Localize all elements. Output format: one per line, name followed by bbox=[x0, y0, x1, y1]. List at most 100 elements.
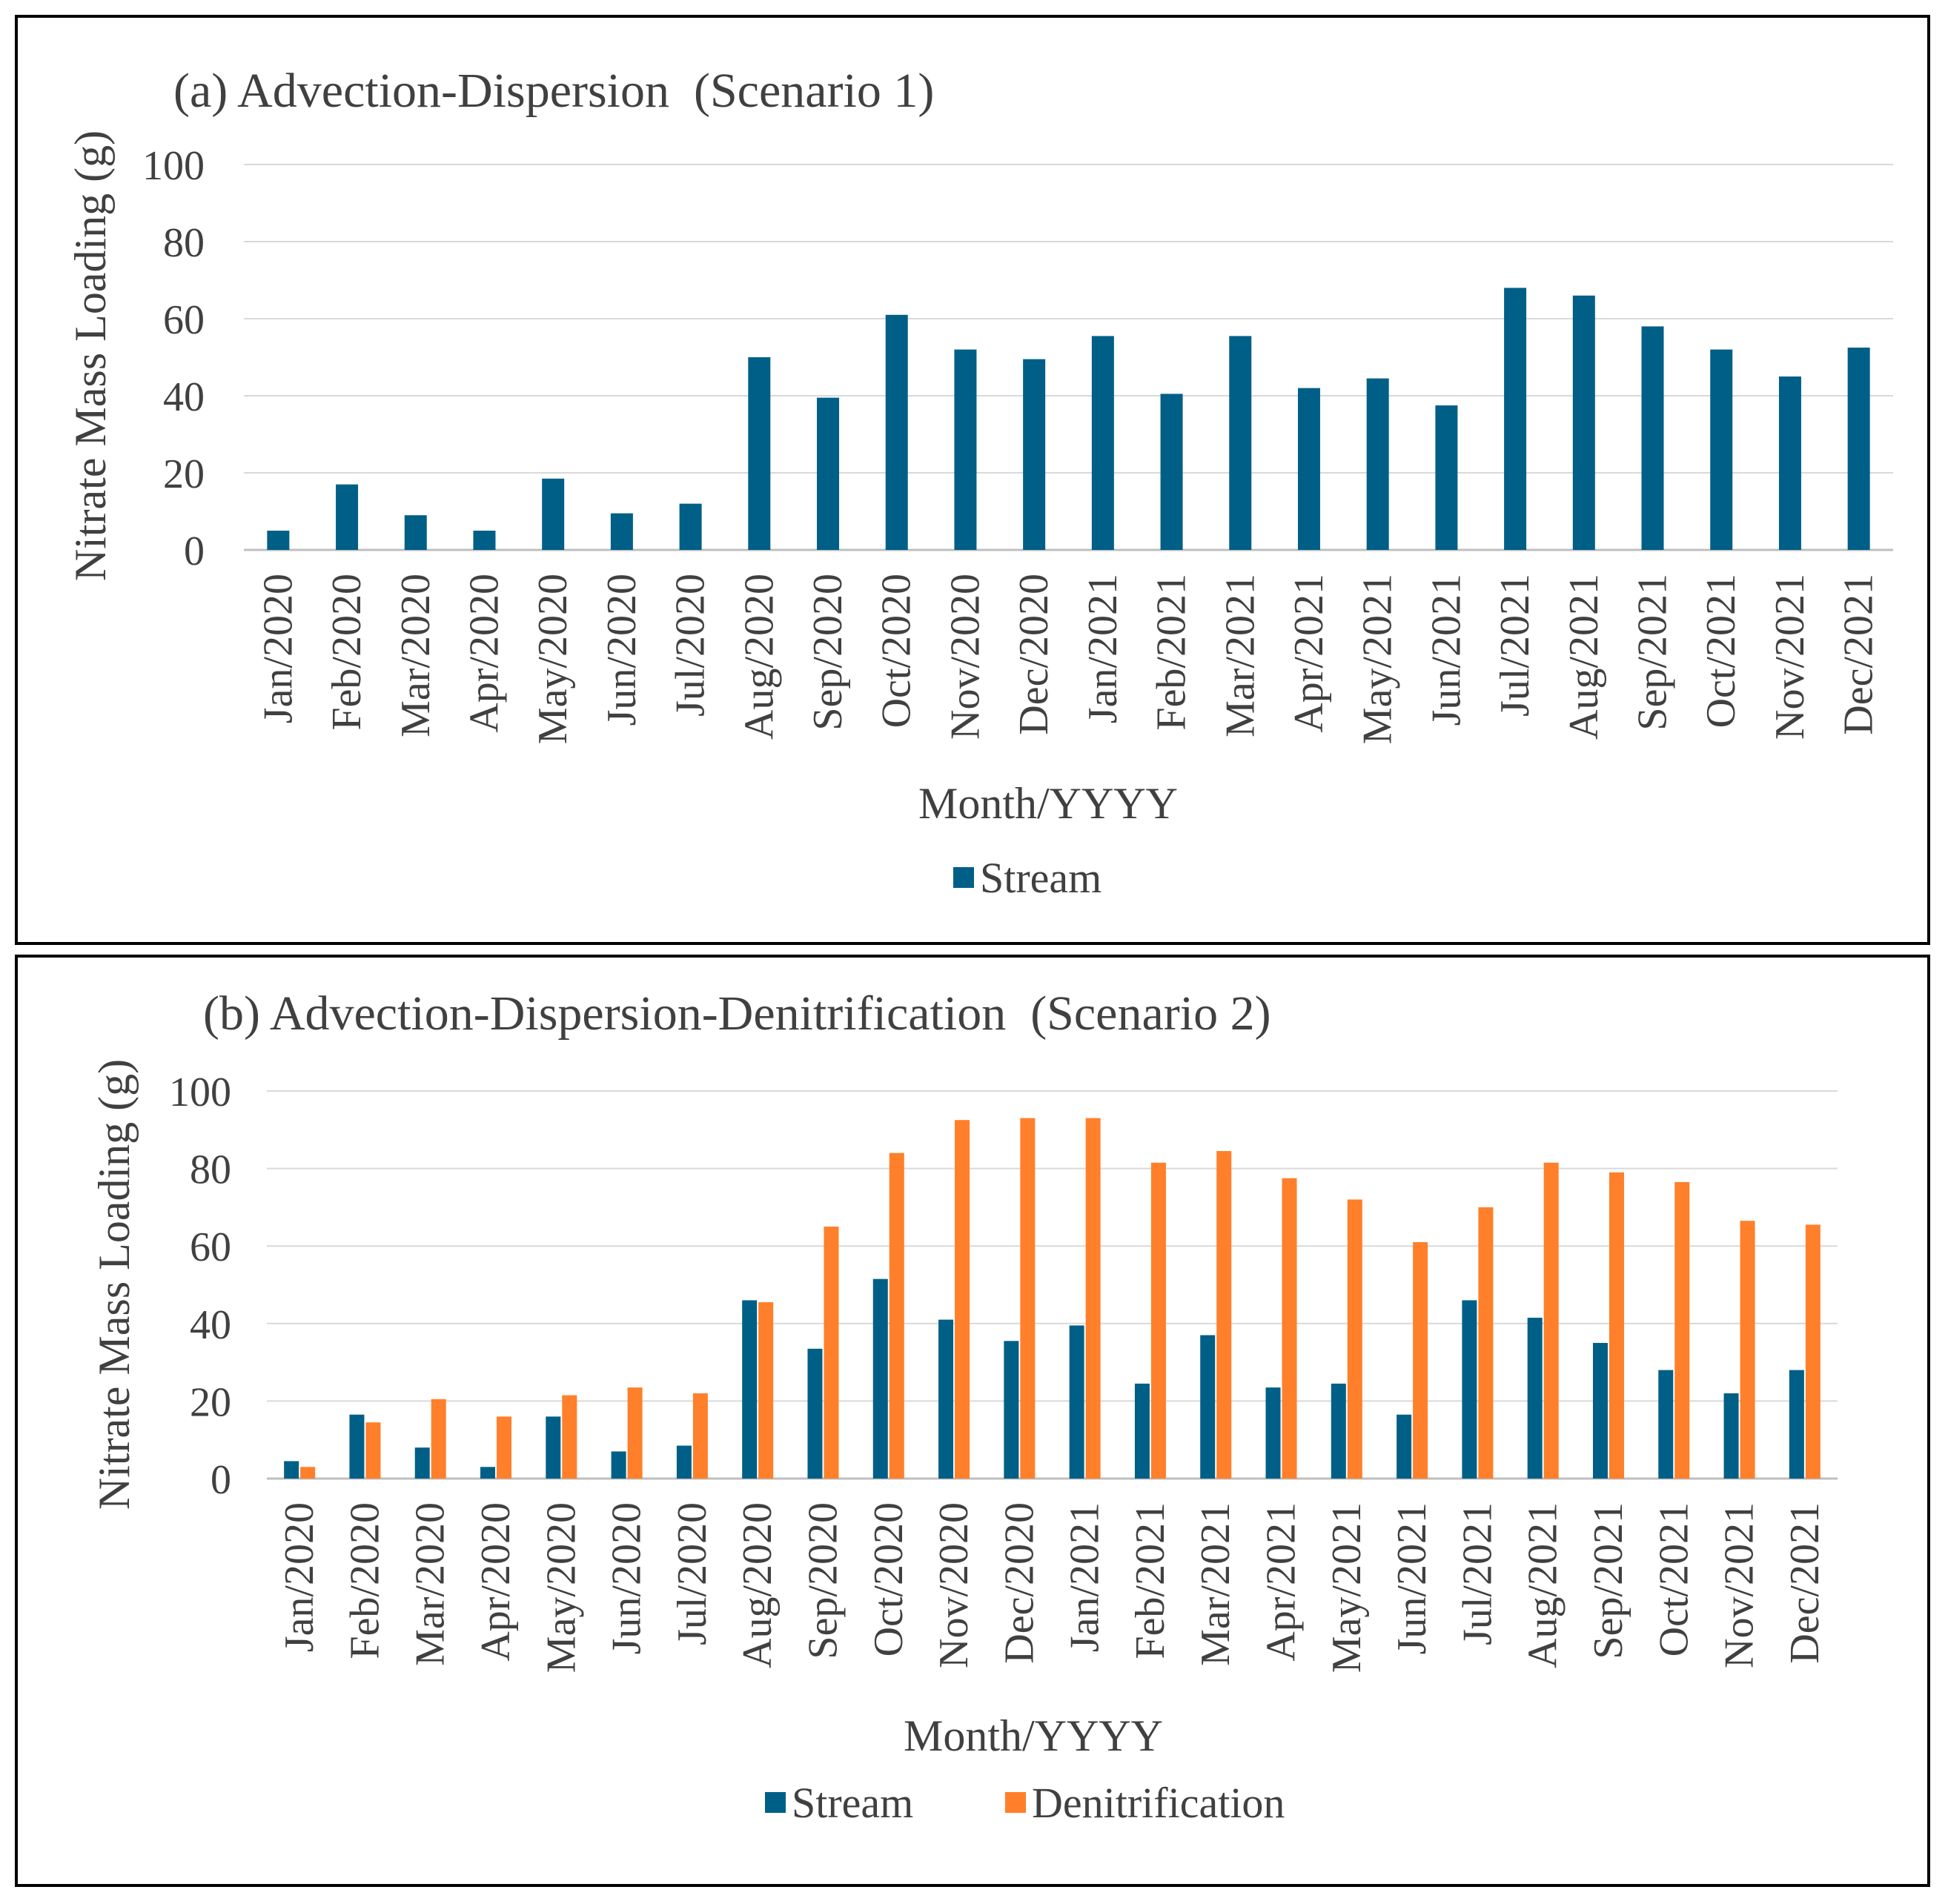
chart-b-bar-stream bbox=[284, 1461, 299, 1479]
chart-b-x-tick-label: Jun/2021 bbox=[1389, 1502, 1435, 1654]
chart-a-bar-stream bbox=[1847, 348, 1870, 550]
chart-b-y-tick-label: 20 bbox=[190, 1379, 231, 1425]
chart-b-bar-stream bbox=[1723, 1393, 1739, 1479]
chart-a-bar-stream bbox=[885, 314, 908, 550]
chart-a-x-tick-label: Oct/2020 bbox=[874, 574, 920, 728]
chart-b-bar-denitrification bbox=[431, 1399, 446, 1479]
chart-b-bar-denitrification bbox=[300, 1467, 316, 1479]
chart-a-bar-stream bbox=[1572, 295, 1595, 550]
chart-b-bar-stream bbox=[676, 1445, 692, 1479]
chart-b-svg: (b) Advection-Dispersion-Denitrification… bbox=[90, 986, 1838, 1827]
chart-b-x-tick-label: May/2020 bbox=[538, 1502, 584, 1673]
chart-b-bar-denitrification bbox=[1216, 1151, 1232, 1479]
chart-b-x-tick-label: Jul/2020 bbox=[669, 1502, 715, 1645]
chart-a-bar-stream bbox=[954, 349, 977, 550]
chart-a-bars bbox=[267, 288, 1870, 550]
chart-a-bar-stream bbox=[1297, 388, 1320, 550]
chart-a-x-tick-label: Jun/2021 bbox=[1423, 574, 1469, 726]
chart-a-bar-stream bbox=[817, 397, 840, 550]
chart-b-x-tick-label: May/2021 bbox=[1324, 1502, 1370, 1673]
chart-b-legend-swatch bbox=[1005, 1792, 1026, 1813]
chart-b-bar-denitrification bbox=[1740, 1221, 1755, 1479]
chart-a-x-tick-label: Dec/2021 bbox=[1836, 574, 1882, 735]
chart-b-bar-stream bbox=[1462, 1300, 1477, 1479]
chart-b-bar-denitrification bbox=[824, 1227, 839, 1479]
chart-a-y-tick-label: 20 bbox=[163, 451, 205, 497]
chart-panel-a: (a) Advection-Dispersion (Scenario 1) Ni… bbox=[15, 15, 1930, 945]
chart-a-x-tick-label: Feb/2021 bbox=[1149, 574, 1195, 731]
chart-b-legend: Stream Denitrification bbox=[765, 1779, 1285, 1827]
chart-a-x-tick-label: Sep/2021 bbox=[1630, 574, 1676, 731]
chart-b-bar-stream bbox=[1069, 1325, 1084, 1479]
chart-a-x-tick-label: Aug/2021 bbox=[1561, 574, 1607, 740]
chart-b-bar-denitrification bbox=[955, 1120, 970, 1479]
chart-b-bar-stream bbox=[1265, 1387, 1281, 1479]
chart-a-bar-stream bbox=[610, 513, 633, 550]
chart-a-x-axis: Jan/2020 Feb/2020 Mar/2020 Apr/2020 May/2020… bbox=[255, 574, 1881, 744]
chart-b-x-tick-label: Sep/2020 bbox=[800, 1502, 846, 1659]
chart-b-bar-stream bbox=[611, 1451, 626, 1479]
chart-a-x-tick-label: May/2021 bbox=[1355, 574, 1401, 744]
chart-b-x-tick-label: Nov/2020 bbox=[931, 1502, 977, 1668]
chart-b-bar-stream bbox=[742, 1300, 758, 1479]
chart-a-x-tick-label: Oct/2021 bbox=[1698, 574, 1744, 728]
chart-b-x-tick-label: Feb/2020 bbox=[342, 1502, 388, 1659]
chart-b-x-tick-label: Apr/2021 bbox=[1259, 1502, 1305, 1662]
chart-a-bar-stream bbox=[336, 484, 359, 550]
chart-b-legend-label: Stream bbox=[792, 1779, 913, 1827]
chart-b-x-tick-label: Oct/2020 bbox=[866, 1502, 912, 1656]
chart-b-bar-stream bbox=[1200, 1335, 1216, 1479]
chart-b-legend-swatch bbox=[765, 1792, 786, 1813]
chart-b-bar-denitrification bbox=[1085, 1118, 1101, 1479]
chart-b-x-tick-label: Aug/2021 bbox=[1520, 1502, 1566, 1668]
chart-b-bar-denitrification bbox=[562, 1395, 577, 1479]
chart-a-bar-stream bbox=[1366, 378, 1389, 550]
chart-a-x-tick-label: Jan/2020 bbox=[255, 574, 301, 723]
chart-b-bar-denitrification bbox=[1413, 1241, 1428, 1479]
chart-b-x-axis-label: Month/YYYY bbox=[904, 1711, 1163, 1760]
chart-b-x-tick-label: Dec/2021 bbox=[1782, 1502, 1828, 1664]
chart-a-x-tick-label: Apr/2021 bbox=[1286, 574, 1332, 733]
chart-a-bar-stream bbox=[1160, 394, 1183, 550]
chart-b-bar-stream bbox=[938, 1319, 954, 1479]
chart-b-bar-stream bbox=[546, 1416, 561, 1479]
chart-b-bar-stream bbox=[1004, 1341, 1019, 1479]
chart-b-x-tick-label: Nov/2021 bbox=[1717, 1502, 1763, 1668]
chart-b-x-tick-label: Aug/2020 bbox=[735, 1502, 781, 1668]
chart-a-x-tick-label: Sep/2020 bbox=[805, 574, 851, 731]
chart-b-x-tick-label: Mar/2021 bbox=[1193, 1502, 1239, 1666]
chart-a-title: (a) Advection-Dispersion (Scenario 1) bbox=[173, 64, 934, 118]
chart-b-bars bbox=[284, 1118, 1821, 1479]
chart-a-x-tick-label: Jan/2021 bbox=[1080, 574, 1126, 723]
chart-b-x-tick-label: Jan/2021 bbox=[1062, 1502, 1108, 1652]
chart-a-y-tick-label: 60 bbox=[163, 297, 205, 343]
chart-b-y-tick-label: 100 bbox=[169, 1069, 231, 1115]
chart-a-bar-stream bbox=[1504, 288, 1527, 550]
chart-a-legend-swatch bbox=[953, 867, 974, 888]
chart-b-bar-stream bbox=[1331, 1383, 1346, 1479]
chart-a-x-tick-label: Dec/2020 bbox=[1011, 574, 1057, 735]
chart-b-x-tick-label: Feb/2021 bbox=[1127, 1502, 1173, 1659]
chart-a-x-tick-label: Mar/2020 bbox=[393, 574, 439, 737]
chart-a-bar-stream bbox=[542, 478, 565, 550]
chart-b-bar-denitrification bbox=[365, 1422, 381, 1479]
chart-b-bar-denitrification bbox=[1609, 1172, 1624, 1479]
chart-b-title: (b) Advection-Dispersion-Denitrification… bbox=[203, 986, 1271, 1041]
chart-a-x-tick-label: Jul/2020 bbox=[668, 574, 714, 717]
chart-b-bar-stream bbox=[1658, 1370, 1674, 1479]
chart-a-bar-stream bbox=[1229, 336, 1252, 550]
chart-b-bar-denitrification bbox=[1543, 1162, 1559, 1479]
chart-a-bar-stream bbox=[1778, 377, 1801, 550]
chart-a-y-tick-label: 40 bbox=[163, 374, 205, 420]
chart-b-bar-denitrification bbox=[1282, 1178, 1297, 1479]
chart-b-bar-denitrification bbox=[1478, 1207, 1494, 1479]
chart-b-x-tick-label: Dec/2020 bbox=[996, 1502, 1042, 1664]
chart-b-y-tick-label: 0 bbox=[211, 1457, 231, 1503]
chart-b-bar-stream bbox=[872, 1278, 888, 1479]
chart-b-x-tick-label: Jul/2021 bbox=[1454, 1502, 1500, 1645]
chart-a-legend: Stream bbox=[953, 854, 1101, 902]
chart-a-x-tick-label: Mar/2021 bbox=[1217, 574, 1263, 737]
chart-a-y-axis: 0 20 40 60 80 100 bbox=[142, 143, 1893, 574]
chart-b-x-tick-label: Jan/2020 bbox=[276, 1502, 322, 1652]
chart-b-y-axis-label: Nitrate Mass Loading (g) bbox=[90, 1059, 139, 1510]
